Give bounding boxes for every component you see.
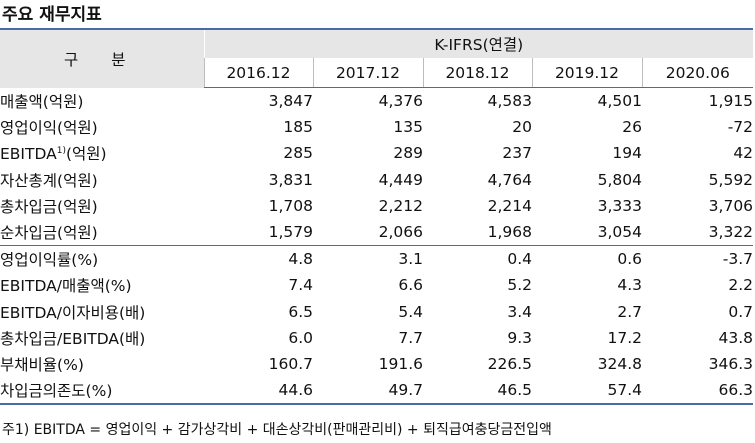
table-row: 자산총계(억원) 3,831 4,449 4,764 5,804 5,592 [0,167,753,193]
year-header-row: 2016.12 2017.12 2018.12 2019.12 2020.06 [0,58,754,88]
table-cell: 3,322 [708,223,754,242]
year-header: 2019.12 [531,58,642,88]
table-cell: 49.7 [313,377,423,406]
table-cell: 2.2 [728,276,754,295]
table-cell: 1,579 [268,223,313,242]
kifrs-header: K-IFRS(연결) [203,28,754,58]
table-cell: 4,583 [487,92,532,111]
row-label: 차입금의존도(%) [0,377,204,406]
row-label: 매출액(억원) [0,92,84,111]
table-cell: 3.4 [507,302,532,321]
table-cell: 346.3 [708,354,754,373]
gubun-header: 구 분 [0,28,204,88]
table-row: 부채비율(%) 160.7 191.6 226.5 324.8 346.3 [0,351,753,377]
table-cell: 5.4 [398,302,423,321]
table-cell: 1,968 [487,223,532,242]
table-row: 총차입금/EBITDA(배) 6.0 7.7 9.3 17.2 43.8 [0,325,753,351]
table-cell: 46.5 [423,377,532,406]
table-cell: 17.2 [607,328,642,347]
table-cell: 43.8 [718,328,754,347]
table-row: EBITDA1)(억원) 285 289 237 194 42 [0,140,753,166]
row-label: 부채비율(%) [0,355,84,374]
table-cell: 324.8 [597,354,642,373]
year-header: 2017.12 [312,58,423,88]
table-cell: 4.8 [204,245,313,273]
row-label: 순차입금(억원) [0,224,98,243]
table-cell: 4,501 [597,92,642,111]
table-cell: 2,212 [378,196,423,215]
table-cell: 289 [393,144,423,163]
table-cell: 4,376 [378,92,423,111]
row-label: EBITDA/매출액(%) [0,277,132,296]
footnote: 주1) EBITDA = 영업이익 + 감가상각비 + 대손상각비(판매관리비)… [2,422,552,438]
table-row: 매출액(억원) 3,847 4,376 4,583 4,501 1,915 [0,88,753,115]
table-cell: 44.6 [204,377,313,406]
table-row: 영업이익(억원) 185 135 20 26 -72 [0,114,753,140]
table-row: 영업이익률(%) 4.8 3.1 0.4 0.6 -3.7 [0,245,754,273]
table-cell: 26 [622,118,642,137]
table-cell: 6.5 [288,302,313,321]
table-cell: 194 [612,144,642,163]
table-cell: 4,449 [378,170,423,189]
table-cell: 66.3 [642,377,754,406]
table-cell: 3.1 [313,245,423,273]
table-cell: 20 [512,118,532,137]
table-row: 순차입금(억원) 1,579 2,066 1,968 3,054 3,322 [0,219,753,246]
table-cell: 57.4 [532,377,642,406]
row-label: EBITDA1)(억원) [0,140,204,166]
table-cell: 135 [393,118,423,137]
row-label-unit: (억원) [65,145,107,164]
table-cell: 2.7 [617,302,642,321]
table-cell: 0.6 [532,245,642,273]
table-cell: 185 [283,118,313,137]
table-cell: 4.3 [617,276,642,295]
page-title: 주요 재무지표 [2,5,102,25]
table-cell: 9.3 [507,328,532,347]
table-cell: 6.6 [398,276,423,295]
table-cell: 7.7 [398,328,423,347]
row-label: 영업이익률(%) [0,245,204,273]
row-label: 총차입금/EBITDA(배) [0,329,146,348]
table-cell: 6.0 [288,328,313,347]
table-row: EBITDA/매출액(%) 7.4 6.6 5.2 4.3 2.2 [0,272,753,298]
table-cell: 2,214 [487,196,532,215]
table-cell: 42 [733,144,754,163]
table-cell: 237 [502,144,532,163]
row-label: EBITDA/이자비용(배) [0,303,146,322]
table-cell: -72 [727,118,754,137]
table-cell: 2,066 [378,223,423,242]
table-row: 총차입금(억원) 1,708 2,212 2,214 3,333 3,706 [0,193,753,219]
table-cell: 3,333 [597,196,642,215]
table-cell: 3,847 [268,92,313,111]
table-cell: 3,054 [597,223,642,242]
year-header: 2020.06 [641,58,754,88]
table-row: EBITDA/이자비용(배) 6.5 5.4 3.4 2.7 0.7 [0,299,753,325]
row-label: 자산총계(억원) [0,171,98,190]
table-cell: 285 [283,144,313,163]
year-header: 2016.12 [203,58,313,88]
table-cell: 1,708 [268,196,313,215]
table-cell: 226.5 [487,354,532,373]
table-cell: 191.6 [378,354,423,373]
table-row: 차입금의존도(%) 44.6 49.7 46.5 57.4 66.3 [0,377,754,406]
table-cell: 0.4 [423,245,532,273]
table-cell: 5.2 [507,276,532,295]
table-cell: -3.7 [642,245,754,273]
table-cell: 4,764 [487,170,532,189]
table-cell: 160.7 [268,354,313,373]
row-label-main: EBITDA [0,145,57,164]
table-cell: 7.4 [288,276,313,295]
table-cell: 5,592 [708,170,754,189]
table-cell: 1,915 [708,92,754,111]
footnote-marker: 1) [56,146,66,157]
header-row: 구 분 K-IFRS(연결) [0,28,754,88]
financial-indicators-table: 구 분 K-IFRS(연결) 2016.12 2017.12 2018.12 2… [0,28,754,406]
row-label: 총차입금(억원) [0,197,98,216]
year-header: 2018.12 [422,58,532,88]
row-label: 영업이익(억원) [0,119,98,138]
table-cell: 0.7 [728,302,754,321]
table-cell: 3,831 [268,170,313,189]
table-cell: 3,706 [708,196,754,215]
table-cell: 5,804 [597,170,642,189]
